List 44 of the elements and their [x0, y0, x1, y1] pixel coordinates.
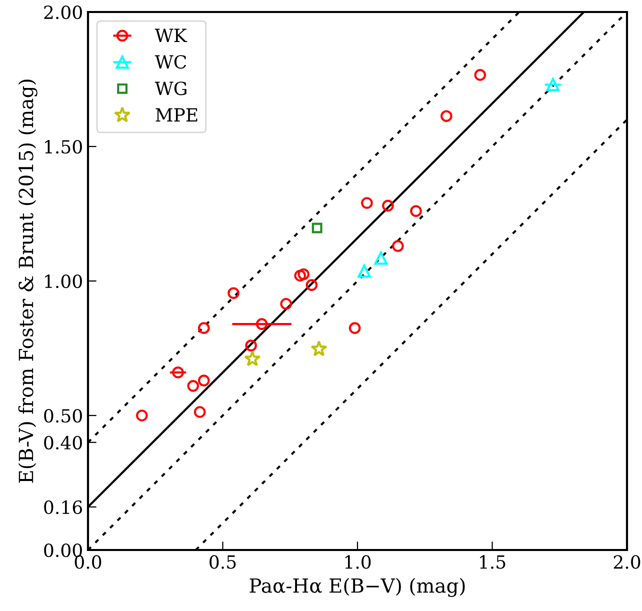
- point: [172, 366, 184, 378]
- legend-label: WK: [154, 28, 188, 42]
- legend-label: MPE: [156, 108, 198, 122]
- y-tick-label: 0.16: [44, 500, 82, 514]
- point: [136, 410, 148, 422]
- point: [546, 78, 560, 92]
- y-tick-label: 0.50: [44, 408, 82, 423]
- legend-label: WG: [154, 82, 186, 96]
- point: [382, 200, 394, 212]
- x-tick-label: 0.0: [74, 555, 102, 569]
- point: [358, 264, 371, 278]
- point: [298, 268, 310, 280]
- point: [194, 406, 206, 418]
- legend-label: WC: [154, 55, 186, 69]
- point: [187, 380, 200, 392]
- point: [361, 197, 373, 209]
- y-tick-label: 2.00: [44, 5, 82, 20]
- point: [228, 287, 240, 300]
- point: [310, 340, 328, 356]
- x-tick-label: 1.0: [345, 555, 371, 569]
- point: [280, 298, 292, 310]
- point: [306, 279, 318, 291]
- x-tick-label: 0.5: [210, 555, 236, 569]
- point: [198, 374, 210, 386]
- point: [294, 270, 306, 282]
- y-tick-label: 1.50: [45, 140, 82, 154]
- point: [312, 222, 322, 234]
- x-tick-label: 1.5: [480, 555, 506, 569]
- x-tick-label: 2.0: [614, 555, 640, 569]
- point: [410, 205, 422, 217]
- point: [198, 322, 210, 334]
- point: [256, 318, 268, 330]
- point: [245, 340, 257, 352]
- y-tick-label: 0.40: [44, 436, 82, 450]
- y-tick-label: 0.00: [44, 543, 82, 558]
- x-axis-title: Paα-Hα E(B−V) (mag): [250, 578, 465, 597]
- point: [392, 240, 404, 252]
- y-tick-label: 1.00: [45, 274, 82, 288]
- point: [474, 69, 486, 81]
- point: [348, 322, 361, 334]
- point: [244, 350, 261, 366]
- point: [440, 110, 452, 122]
- y-axis-title: E(B-V) from Foster & Brunt (2015) (mag): [18, 80, 38, 483]
- point: [374, 252, 388, 265]
